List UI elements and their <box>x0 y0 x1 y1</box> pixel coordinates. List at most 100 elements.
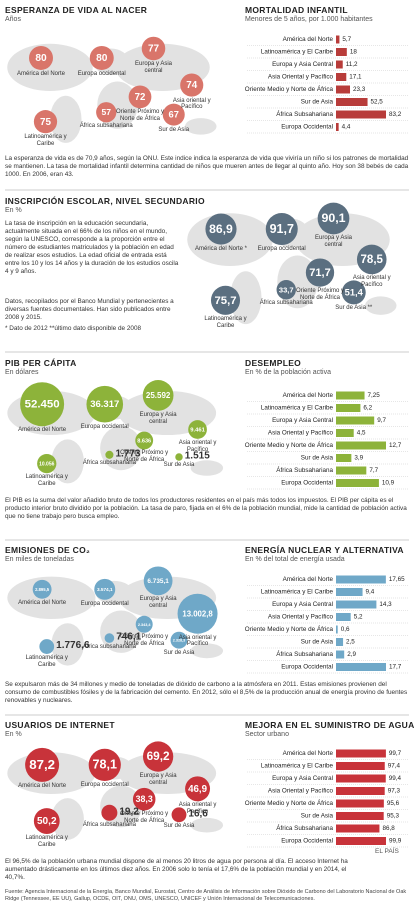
bubble <box>205 213 237 245</box>
region-label: América del Norte <box>18 782 67 789</box>
bubble <box>171 807 187 823</box>
value-label: 1.515 <box>185 451 210 462</box>
region-label: Europa occidental <box>77 70 126 77</box>
bubble <box>96 102 117 123</box>
region-label: África subsahariana <box>82 459 136 466</box>
value-label: 74 <box>186 80 197 91</box>
region-label: Sur de Asia <box>163 649 195 656</box>
value-label: 33,7 <box>279 285 294 294</box>
bar <box>336 73 347 81</box>
note: Se expulsaron más de 34 millones y medio… <box>5 681 408 704</box>
value-label: 95,6 <box>387 800 400 807</box>
bubble <box>105 450 114 459</box>
value-label: 71,7 <box>309 267 331 279</box>
category-label: África Subsahariana <box>276 823 333 832</box>
chart-title: DESEMPLEO <box>245 358 302 368</box>
land <box>190 817 224 833</box>
value-label: 5,2 <box>354 614 363 621</box>
value-label: 99,7 <box>389 750 402 757</box>
value-label: 746,1 <box>116 632 141 643</box>
bubble <box>142 741 174 772</box>
land <box>50 95 82 143</box>
value-label: 52.450 <box>25 399 60 411</box>
value-label: 1.773 <box>115 448 140 459</box>
region-label: Asia oriental y Pacífico <box>178 439 217 453</box>
category-label: Europa Occidental <box>281 664 333 671</box>
category-label: Asia Oriental y Pacífico <box>268 788 334 795</box>
region-label: Sur de Asia <box>163 461 195 468</box>
value-label: 38,3 <box>136 794 153 804</box>
region-label: Europa occidental <box>80 600 129 607</box>
bar <box>336 454 352 462</box>
bar <box>336 404 361 412</box>
chart-title: PIB PER CÁPITA <box>5 358 77 368</box>
category-label: Europa Occidental <box>281 480 333 487</box>
category-label: Europa Occidental <box>281 124 333 131</box>
value-label: 78,1 <box>93 758 117 772</box>
bubble <box>185 776 211 802</box>
bubble <box>177 593 218 634</box>
bubble <box>143 566 173 596</box>
category-label: Europa Occidental <box>281 838 333 845</box>
value-label: 7,25 <box>368 392 381 399</box>
value-label: 90,1 <box>321 211 345 225</box>
value-label: 25.592 <box>146 391 171 400</box>
land <box>7 43 93 91</box>
bubble <box>305 258 335 287</box>
bubble <box>341 280 366 305</box>
value-label: 9,7 <box>377 417 386 424</box>
chart-subtitle: En dólares <box>5 369 39 376</box>
region-label: Oriente Próximo y Norte de África <box>115 109 164 123</box>
chart-title: USUARIOS DE INTERNET <box>5 720 115 730</box>
value-label: 87,2 <box>29 757 55 772</box>
bar <box>336 824 380 833</box>
bubble <box>188 420 207 439</box>
bar <box>336 663 386 671</box>
bar <box>336 416 375 425</box>
value-label: 83,2 <box>389 111 402 118</box>
bar <box>336 429 354 437</box>
chart-subtitle: En % <box>5 207 22 214</box>
value-label: 78,5 <box>361 254 384 266</box>
note: La esperanza de vida es de 70,9 años, se… <box>5 155 409 178</box>
value-label: 77 <box>148 44 160 55</box>
region-label: Europa y Asia central <box>139 772 177 786</box>
value-label: 86,8 <box>382 825 395 832</box>
land <box>185 118 217 135</box>
brand: EL PAÍS <box>375 848 399 855</box>
land <box>100 426 142 471</box>
land <box>51 798 84 840</box>
chart-subtitle: Menores de 5 años, por 1.000 habitantes <box>245 16 373 23</box>
chart-subtitle: Sector urbano <box>245 731 289 738</box>
value-label: 99,4 <box>389 775 402 782</box>
value-label: 36.317 <box>90 399 119 410</box>
chart-title: ESPERANZA DE VIDA AL NACER <box>5 5 148 15</box>
land <box>190 460 224 476</box>
value-label: 51,4 <box>345 287 364 297</box>
value-label: 95,3 <box>387 813 400 820</box>
region-label: Sur de Asia <box>163 823 195 830</box>
category-label: Latinoamérica y El Caribe <box>261 49 334 56</box>
value-label: 6.735,1 <box>147 578 169 585</box>
value-label: 46,9 <box>188 784 208 795</box>
value-label: 8.636 <box>137 438 151 444</box>
value-label: 13.002,8 <box>182 609 213 618</box>
bubble <box>265 213 298 246</box>
category-label: Oriente Medio y Norte de África <box>245 84 334 93</box>
bar <box>336 812 384 820</box>
chart-title: MORTALIDAD INFANTIL <box>245 5 348 15</box>
value-label: 17,65 <box>389 576 405 583</box>
category-label: América del Norte <box>283 392 334 399</box>
region-label: Oriente Próximo y Norte de África <box>120 811 169 825</box>
region-label: Sur de Asia <box>158 126 190 133</box>
bubble <box>135 615 153 633</box>
bubble <box>142 380 174 411</box>
value-label: 69,2 <box>147 749 170 763</box>
category-label: África Subsahariana <box>276 109 333 118</box>
region-label: Latinoamérica y Caribe <box>25 834 68 848</box>
bubble <box>135 431 154 450</box>
chart-subtitle: En % del total de energía usada <box>245 556 345 563</box>
region-label: Europa y Asia central <box>139 411 177 425</box>
bubble <box>141 36 166 61</box>
note: Datos, recopilados por el Banco Mundial … <box>5 298 174 321</box>
